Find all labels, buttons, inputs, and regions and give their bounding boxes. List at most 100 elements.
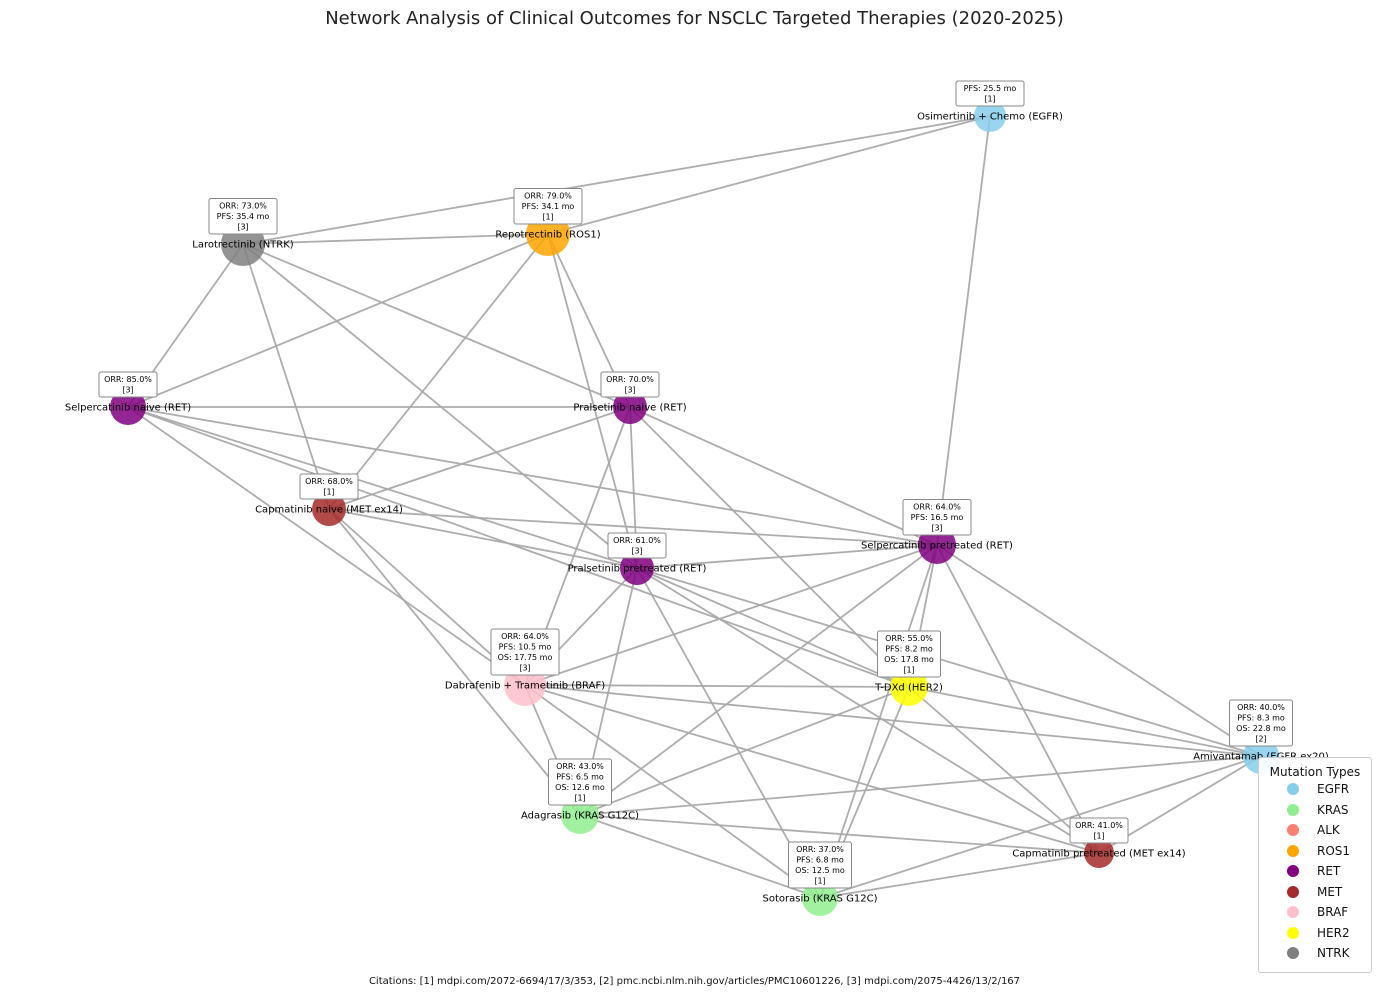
metric-text: [1]: [1093, 832, 1104, 841]
metrics-box-frame: [490, 628, 560, 676]
edge-repotrectinib-selpercatinib_naive: [127, 233, 549, 408]
legend-item-met: MET: [1259, 882, 1371, 903]
node-label-capmatinib_naive: Capmatinib naive (MET ex14): [255, 505, 403, 516]
edge-dabrafenib-amivantamab: [524, 684, 1262, 757]
metrics-box-frame: [299, 473, 359, 500]
metrics-box-frame: [208, 198, 278, 235]
edge-osimertinib-repotrectinib: [547, 115, 991, 235]
metric-text: ORR: 43.0%: [556, 762, 604, 771]
metric-text: [1]: [323, 488, 334, 497]
legend-label: MET: [1317, 884, 1343, 899]
metric-text: PFS: 6.5 mo: [556, 773, 604, 782]
metrics-box-frame: [1069, 817, 1129, 844]
edge-pralsetinib_naive-capmatinib_naive: [328, 406, 631, 510]
metric-text: ORR: 85.0%: [104, 375, 152, 384]
metric-text: ORR: 37.0%: [796, 845, 844, 854]
edge-pralsetinib_pre-amivantamab: [636, 567, 1262, 757]
edge-larotrectinib-repotrectinib: [242, 233, 549, 245]
metric-text: [1]: [542, 213, 553, 222]
edge-tdxd-amivantamab: [908, 686, 1262, 757]
metric-text: [3]: [931, 524, 942, 533]
legend: Mutation Types EGFR KRAS ALK ROS1 RET MET BRAF…: [1258, 757, 1372, 973]
metric-text: PFS: 16.5 mo: [911, 513, 964, 522]
node-capmatinib_pre[interactable]: [1084, 838, 1114, 868]
metric-text: [3]: [237, 223, 248, 232]
edge-dabrafenib-tdxd: [524, 684, 910, 688]
metrics-box-larotrectinib: ORR: 73.0%PFS: 35.4 mo [3]: [208, 198, 278, 235]
metrics-box-frame: [98, 371, 158, 398]
metric-text: ORR: 79.0%: [524, 192, 572, 201]
edge-larotrectinib-capmatinib_naive: [242, 243, 330, 510]
node-capmatinib_naive[interactable]: [312, 492, 346, 526]
edge-adagrasib-amivantamab: [579, 755, 1262, 816]
legend-label: NTRK: [1317, 946, 1350, 961]
node-label-pralsetinib_naive: Pralsetinib naive (RET): [573, 403, 686, 414]
metrics-box-frame: [955, 80, 1025, 107]
legend-item-ret: RET: [1259, 861, 1371, 882]
edge-selpercatinib_naive-tdxd: [127, 406, 910, 688]
edge-sotorasib-capmatinib_pre: [819, 852, 1100, 899]
node-label-tdxd: T-DXd (HER2): [874, 683, 943, 694]
metric-text: ORR: 61.0%: [613, 536, 661, 545]
edge-pralsetinib_pre-tdxd: [636, 567, 910, 688]
legend-title: Mutation Types: [1269, 765, 1361, 779]
metric-text: [1]: [814, 877, 825, 886]
metrics-box-capmatinib_naive: ORR: 68.0% [1]: [299, 473, 359, 500]
metrics-box-repotrectinib: ORR: 79.0%PFS: 34.1 mo [1]: [513, 188, 583, 225]
legend-marker: [1287, 783, 1299, 796]
node-pralsetinib_naive[interactable]: [613, 390, 647, 424]
legend-marker: [1287, 947, 1299, 960]
legend-items: EGFR KRAS ALK ROS1 RET MET BRAF HER2 NTRK: [1259, 779, 1371, 964]
metric-text: ORR: 55.0%: [885, 634, 933, 643]
edge-capmatinib_naive-pralsetinib_pre: [328, 508, 638, 569]
edge-tdxd-capmatinib_pre: [908, 686, 1100, 854]
node-selpercatinib_naive[interactable]: [110, 389, 146, 425]
edge-pralsetinib_naive-tdxd: [629, 406, 910, 688]
edge-repotrectinib-pralsetinib_pre: [547, 233, 638, 569]
legend-label: BRAF: [1317, 905, 1349, 920]
node-label-capmatinib_pre: Capmatinib pretreated (MET ex14): [1012, 849, 1186, 860]
node-sotorasib[interactable]: [802, 880, 838, 916]
legend-label: RET: [1317, 864, 1341, 879]
legend-label: EGFR: [1317, 782, 1350, 797]
node-label-sotorasib: Sotorasib (KRAS G12C): [763, 894, 878, 905]
node-osimertinib[interactable]: [974, 100, 1006, 132]
metric-text: ORR: 68.0%: [305, 477, 353, 486]
edge-repotrectinib-capmatinib_naive: [328, 233, 549, 510]
node-label-larotrectinib: Larotrectinib (NTRK): [192, 240, 294, 251]
metrics-box-frame: [607, 532, 667, 559]
legend-marker: [1287, 926, 1299, 939]
node-label-pralsetinib_pre: Pralsetinib pretreated (RET): [568, 564, 707, 575]
legend-item-alk: ALK: [1259, 820, 1371, 841]
edge-selpercatinib_pre-capmatinib_pre: [936, 544, 1100, 854]
edge-larotrectinib-pralsetinib_naive: [242, 243, 631, 408]
legend-item-ntrk: NTRK: [1259, 943, 1371, 964]
edge-selpercatinib_pre-sotorasib: [819, 544, 938, 899]
edge-dabrafenib-capmatinib_pre: [524, 684, 1100, 854]
metric-text: ORR: 73.0%: [219, 202, 267, 211]
metrics-box-pralsetinib_naive: ORR: 70.0% [3]: [600, 371, 660, 398]
metric-text: [1]: [574, 794, 585, 803]
metric-text: ORR: 40.0%: [1237, 703, 1285, 712]
edge-pralsetinib_pre-capmatinib_pre: [636, 567, 1100, 854]
node-pralsetinib_pre[interactable]: [620, 551, 654, 585]
metric-text: PFS: 8.3 mo: [1237, 714, 1285, 723]
node-label-repotrectinib: Repotrectinib (ROS1): [495, 230, 600, 241]
edge-capmatinib_naive-adagrasib: [328, 508, 581, 816]
metrics-box-frame: [877, 630, 941, 678]
legend-marker: [1287, 865, 1299, 878]
node-label-dabrafenib: Dabrafenib + Trametinib (BRAF): [445, 681, 605, 692]
metrics-box-frame: [600, 371, 660, 398]
legend-label: ALK: [1317, 823, 1340, 838]
metrics-box-osimertinib: PFS: 25.5 mo [1]: [955, 80, 1025, 107]
edge-pralsetinib_naive-selpercatinib_pre: [629, 406, 938, 546]
metric-text: [3]: [519, 664, 530, 673]
metrics-box-selpercatinib_pre: ORR: 64.0%PFS: 16.5 mo [3]: [902, 499, 972, 536]
chart-title: Network Analysis of Clinical Outcomes fo…: [325, 8, 1064, 29]
metrics-box-frame: [548, 758, 612, 806]
legend-label: KRAS: [1317, 802, 1349, 817]
edge-selpercatinib_pre-amivantamab: [936, 544, 1262, 757]
